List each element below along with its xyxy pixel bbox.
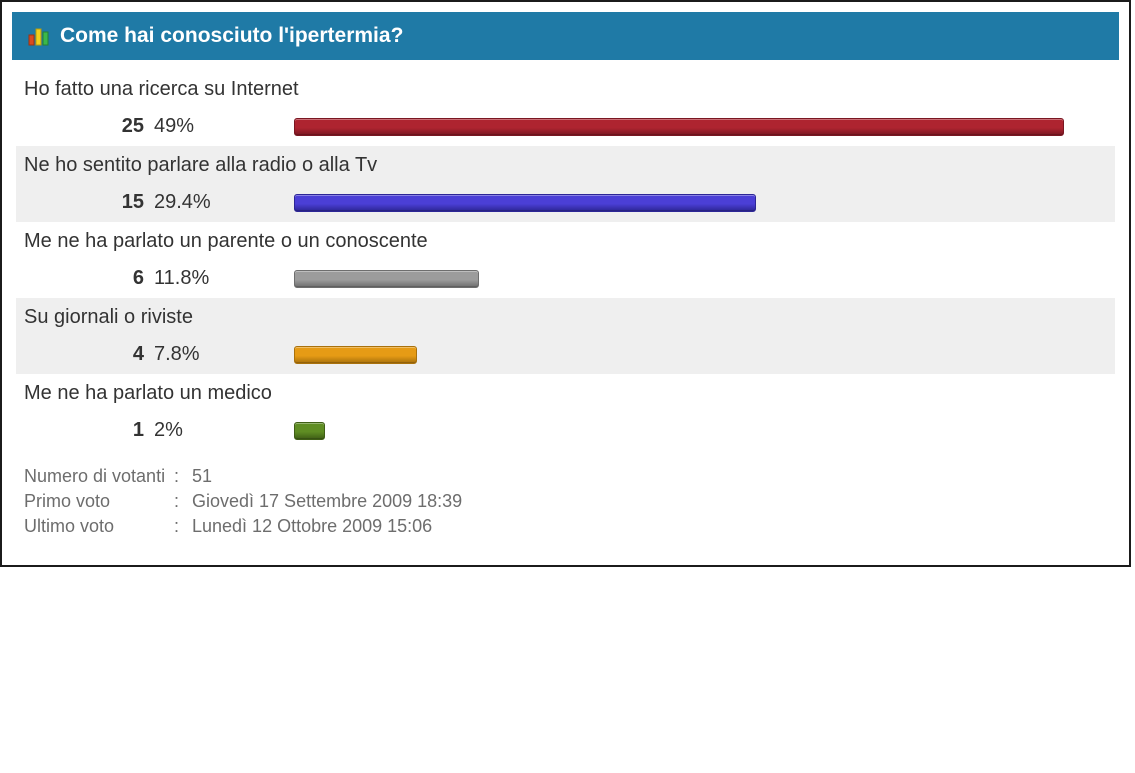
bar-track xyxy=(294,270,1064,288)
footer-voters-key: Numero di votanti xyxy=(24,466,174,487)
poll-footer: Numero di votanti : 51 Primo voto : Giov… xyxy=(16,450,1115,555)
poll-option: Su giornali o riviste 47.8% xyxy=(16,298,1115,374)
option-count: 6 xyxy=(24,267,154,290)
option-label: Ne ho sentito parlare alla radio o alla … xyxy=(24,154,1107,177)
bar-track xyxy=(294,118,1064,136)
option-stats-row: 1529.4% xyxy=(24,191,1107,214)
option-percent: 2% xyxy=(154,419,294,442)
poll-card: Come hai conosciuto l'ipertermia? Ho fat… xyxy=(0,0,1131,567)
bar-track xyxy=(294,422,1064,440)
poll-title: Come hai conosciuto l'ipertermia? xyxy=(60,24,403,48)
option-percent: 49% xyxy=(154,115,294,138)
option-bar xyxy=(294,194,756,212)
footer-first-key: Primo voto xyxy=(24,491,174,512)
option-stats-row: 12% xyxy=(24,419,1107,442)
option-bar xyxy=(294,346,417,364)
footer-first-sep: : xyxy=(174,491,192,512)
footer-last-vote-row: Ultimo voto : Lunedì 12 Ottobre 2009 15:… xyxy=(24,516,1107,537)
bar-track xyxy=(294,346,1064,364)
option-percent: 7.8% xyxy=(154,343,294,366)
poll-option: Ne ho sentito parlare alla radio o alla … xyxy=(16,146,1115,222)
option-bar xyxy=(294,422,325,440)
footer-first-vote-row: Primo voto : Giovedì 17 Settembre 2009 1… xyxy=(24,491,1107,512)
poll-option: Ho fatto una ricerca su Internet 2549% xyxy=(16,70,1115,146)
option-label: Ho fatto una ricerca su Internet xyxy=(24,78,1107,101)
option-bar xyxy=(294,118,1064,136)
poll-option: Me ne ha parlato un medico 12% xyxy=(16,374,1115,450)
option-label: Me ne ha parlato un medico xyxy=(24,382,1107,405)
option-label: Su giornali o riviste xyxy=(24,306,1107,329)
poll-header: Come hai conosciuto l'ipertermia? xyxy=(12,12,1119,60)
option-bar xyxy=(294,270,479,288)
option-percent: 11.8% xyxy=(154,267,294,290)
option-count: 4 xyxy=(24,343,154,366)
option-percent: 29.4% xyxy=(154,191,294,214)
bar-track xyxy=(294,194,1064,212)
option-count: 15 xyxy=(24,191,154,214)
bar-chart-icon xyxy=(28,25,50,47)
option-stats-row: 2549% xyxy=(24,115,1107,138)
option-count: 25 xyxy=(24,115,154,138)
footer-voters-sep: : xyxy=(174,466,192,487)
footer-first-value: Giovedì 17 Settembre 2009 18:39 xyxy=(192,491,1107,512)
footer-voters-value: 51 xyxy=(192,466,1107,487)
poll-body: Ho fatto una ricerca su Internet 2549% Ne … xyxy=(2,70,1129,565)
footer-last-key: Ultimo voto xyxy=(24,516,174,537)
option-stats-row: 47.8% xyxy=(24,343,1107,366)
poll-option: Me ne ha parlato un parente o un conosce… xyxy=(16,222,1115,298)
option-stats-row: 611.8% xyxy=(24,267,1107,290)
footer-last-value: Lunedì 12 Ottobre 2009 15:06 xyxy=(192,516,1107,537)
footer-voters-row: Numero di votanti : 51 xyxy=(24,466,1107,487)
option-label: Me ne ha parlato un parente o un conosce… xyxy=(24,230,1107,253)
option-count: 1 xyxy=(24,419,154,442)
footer-last-sep: : xyxy=(174,516,192,537)
